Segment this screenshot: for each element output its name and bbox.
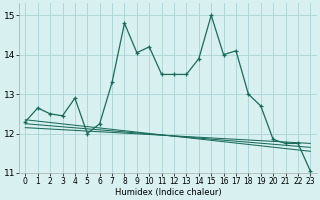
X-axis label: Humidex (Indice chaleur): Humidex (Indice chaleur): [115, 188, 221, 197]
